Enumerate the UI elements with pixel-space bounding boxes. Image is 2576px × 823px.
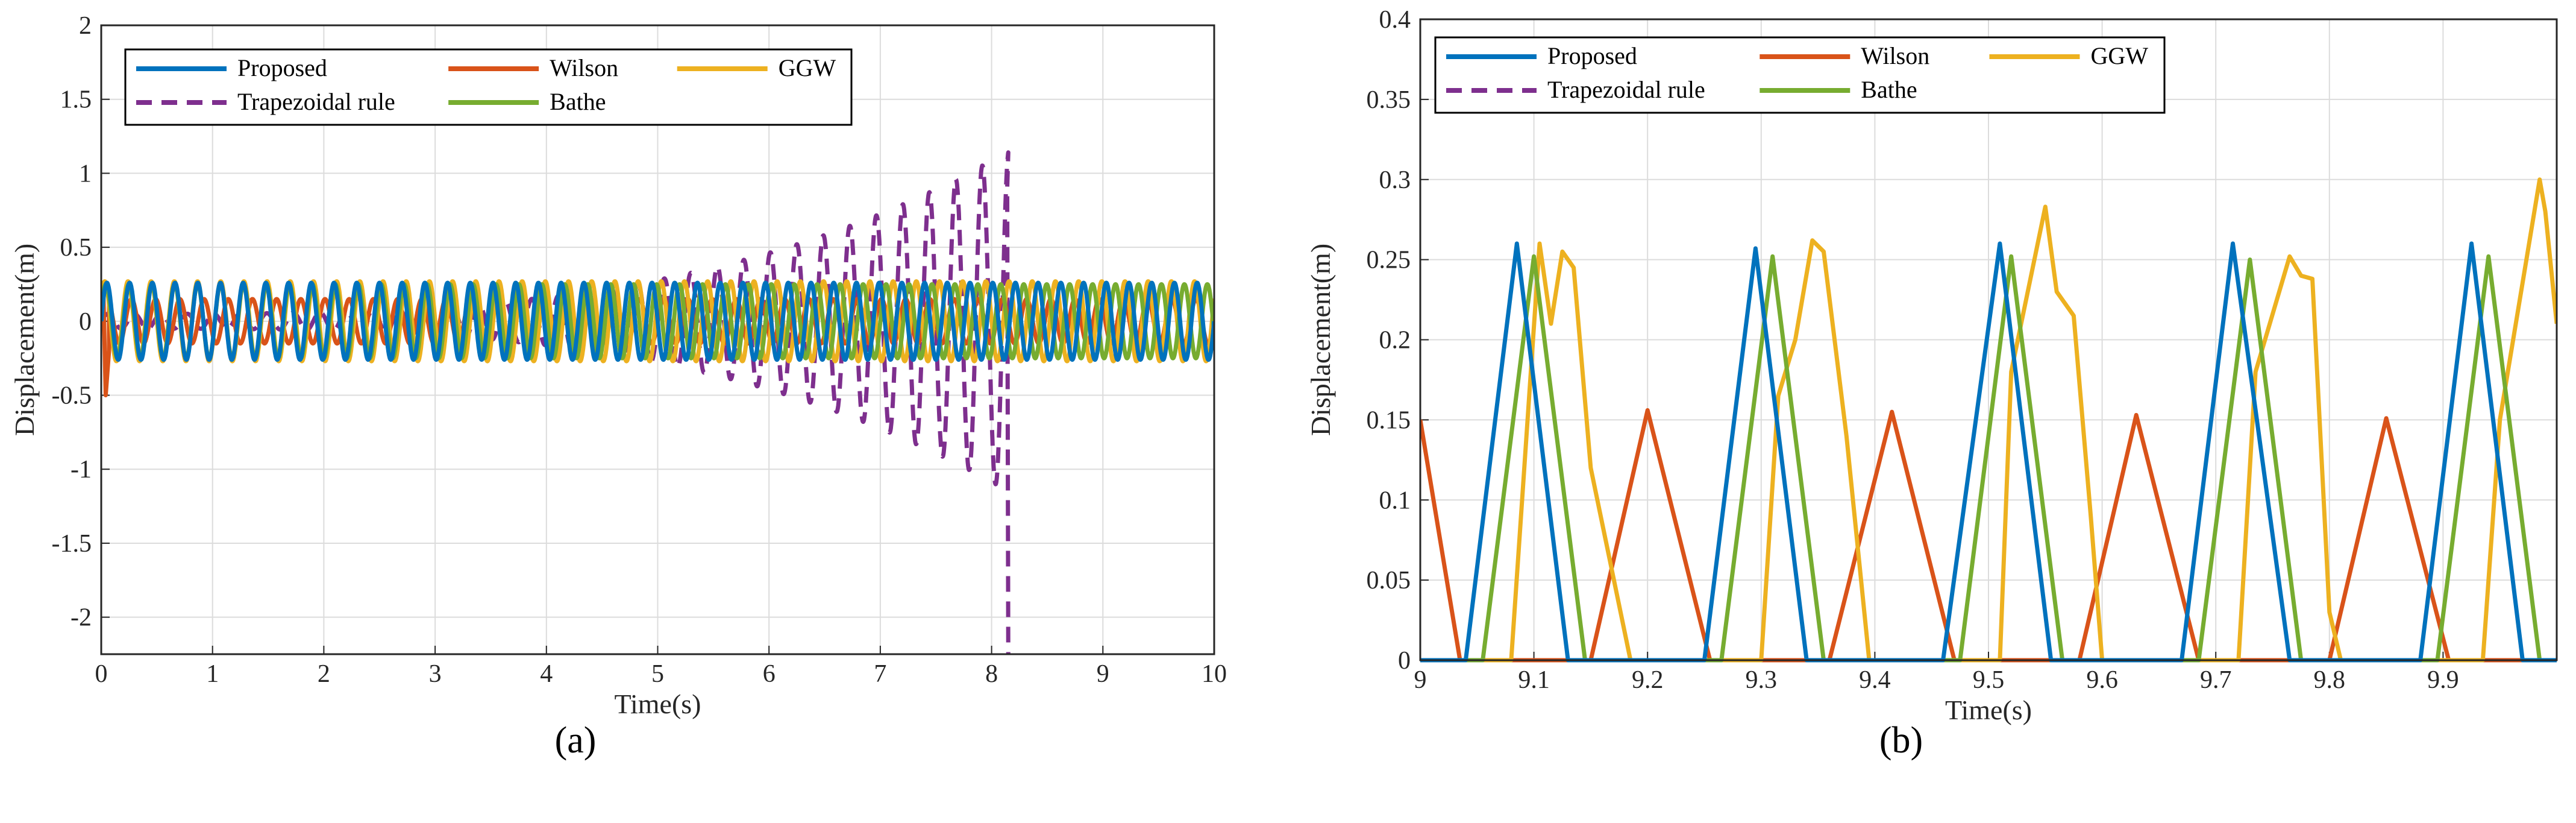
series-line-bathe <box>1420 254 2557 663</box>
legend-entry: Wilson <box>1861 42 1929 69</box>
x-tick-label: 2 <box>318 660 330 688</box>
panel-label-a: (a) <box>555 720 597 761</box>
x-axis-label: Time(s) <box>615 689 701 719</box>
x-tick-label: 9.3 <box>1746 666 1778 694</box>
x-tick-label: 3 <box>429 660 442 688</box>
y-tick-label: 1 <box>79 160 92 188</box>
x-tick-label: 9.9 <box>2427 666 2459 694</box>
x-tick-label: 8 <box>985 660 998 688</box>
legend-box <box>1434 36 2166 114</box>
x-tick-label: 9.7 <box>2200 666 2232 694</box>
y-tick-label: 0.35 <box>1367 86 1411 114</box>
y-tick-label: 0.25 <box>1367 247 1411 274</box>
legend-box <box>124 48 853 126</box>
x-tick-label: 7 <box>874 660 886 688</box>
x-axis-label: Time(s) <box>1945 695 2032 725</box>
plot-frame <box>100 24 1215 655</box>
y-tick-label: 0.05 <box>1367 567 1411 594</box>
x-tick-label: 9 <box>1097 660 1109 688</box>
x-tick-label: 9.8 <box>2314 666 2346 694</box>
x-tick-label: 9.6 <box>2086 666 2118 694</box>
x-tick-label: 4 <box>540 660 553 688</box>
legend-entry: Trapezoidal rule <box>1547 76 1705 103</box>
chart-b: 9 9.1 9.2 9.3 9.4 9.5 9.6 9.7 9.8 9.9 0.4 0.35 0.3 0.… <box>1305 6 2558 725</box>
series-line-proposed <box>101 280 1214 362</box>
legend-entry: Proposed <box>1547 42 1637 69</box>
chart-a: 0 1 2 3 4 5 6 7 8 9 10 2 1.5 1 0.5 0 -0.5 -1 -1.5 -2 Time(s)… <box>9 12 1227 719</box>
y-tick-label: -2 <box>71 604 92 632</box>
legend-entry: Proposed <box>237 54 327 81</box>
legend: Proposed Wilson GGW Trapezoidal rule Bathe <box>1434 36 2166 114</box>
legend-entry: GGW <box>2090 42 2148 69</box>
y-tick-label: 0.1 <box>1379 487 1411 514</box>
y-tick-label: 2 <box>79 12 92 40</box>
y-tick-label: -1 <box>71 456 92 484</box>
x-tick-label: 6 <box>763 660 776 688</box>
legend-entry: Bathe <box>1861 76 1917 103</box>
y-tick-label: 0.4 <box>1379 6 1411 34</box>
x-tick-label: 9 <box>1414 666 1427 694</box>
y-tick-label: 0 <box>1398 647 1411 675</box>
y-tick-label: 0.2 <box>1379 327 1411 355</box>
y-tick-label: -0.5 <box>52 382 92 410</box>
legend-entry: Trapezoidal rule <box>237 88 395 115</box>
y-tick-label: -1.5 <box>52 530 92 558</box>
y-tick-label: 0.15 <box>1367 406 1411 434</box>
plot-frame <box>1419 18 2558 661</box>
y-tick-label: 0.5 <box>60 234 92 262</box>
legend: Proposed Wilson GGW Trapezoidal rule Bathe <box>124 48 853 126</box>
x-tick-label: 9.5 <box>1973 666 2005 694</box>
panel-label-b: (b) <box>1879 720 1923 761</box>
legend-entry: GGW <box>779 54 836 81</box>
x-tick-label: 9.4 <box>1859 666 1891 694</box>
x-tick-label: 10 <box>1202 660 1227 688</box>
y-tick-label: 0 <box>79 308 92 336</box>
legend-entry: Bathe <box>550 88 606 115</box>
series-line-ggw <box>1420 177 2557 663</box>
y-tick-label: 1.5 <box>60 86 92 114</box>
x-tick-label: 9.1 <box>1518 666 1550 694</box>
y-axis-label: Displacement(m) <box>9 244 40 436</box>
series-line-proposed <box>1420 241 2557 663</box>
y-tick-label: 0.3 <box>1379 166 1411 194</box>
x-tick-label: 0 <box>95 660 108 688</box>
x-tick-label: 5 <box>651 660 664 688</box>
x-tick-label: 1 <box>206 660 219 688</box>
x-tick-label: 9.2 <box>1632 666 1664 694</box>
y-axis-label: Displacement(m) <box>1305 244 1336 436</box>
legend-entry: Wilson <box>550 54 618 81</box>
